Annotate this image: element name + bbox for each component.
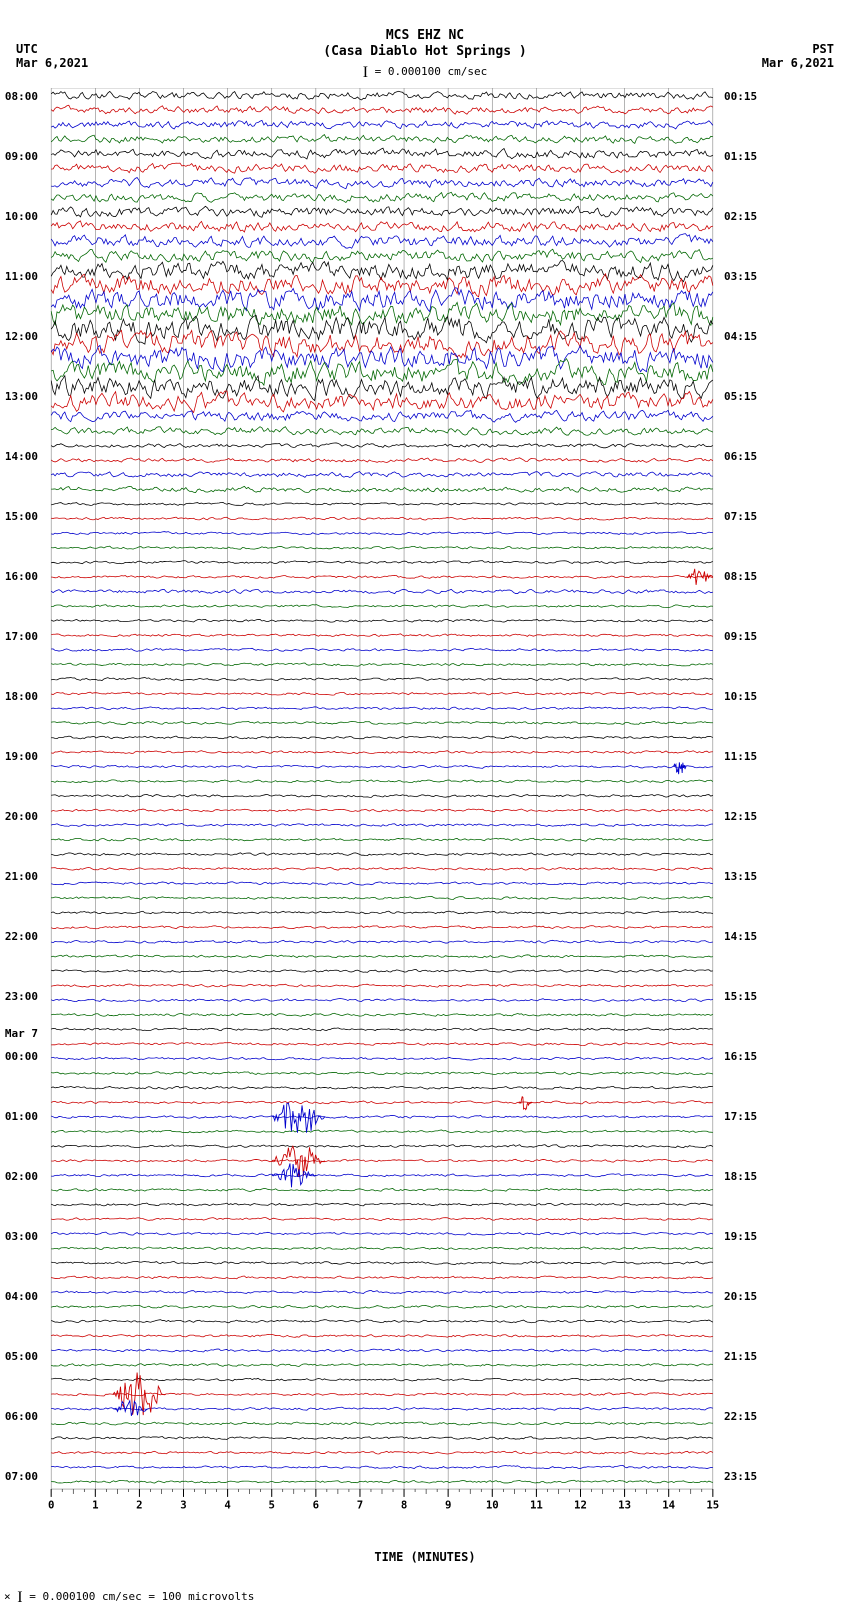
- left-hour-label: 09:00: [5, 150, 38, 163]
- left-hour-label: 20:00: [5, 810, 38, 823]
- left-hour-label: 03:00: [5, 1230, 38, 1243]
- left-hour-label: 12:00: [5, 330, 38, 343]
- left-hour-label: 06:00: [5, 1410, 38, 1423]
- right-hour-label: 03:15: [724, 270, 757, 283]
- right-hour-label: 22:15: [724, 1410, 757, 1423]
- left-hour-label: 11:00: [5, 270, 38, 283]
- footer-bar-icon: I: [17, 1589, 22, 1606]
- tz-left: UTC Mar 6,2021: [16, 42, 88, 70]
- right-hour-label: 09:15: [724, 630, 757, 643]
- seismogram-container: UTC Mar 6,2021 PST Mar 6,2021 MCS EHZ NC…: [0, 0, 850, 1613]
- scale-legend: I = 0.000100 cm/sec: [0, 62, 850, 80]
- scale-text: = 0.000100 cm/sec: [375, 65, 488, 78]
- x-axis-label: TIME (MINUTES): [0, 1550, 850, 1564]
- left-hour-label: 01:00: [5, 1110, 38, 1123]
- right-time-labels: 00:15 01:15 02:15 03:15 04:15 05:15 06:15 07:15…: [724, 88, 834, 1528]
- left-hour-label: 21:00: [5, 870, 38, 883]
- left-hour-label: 19:00: [5, 750, 38, 763]
- svg-text:4: 4: [224, 1499, 230, 1512]
- tz-right-label: PST: [762, 42, 834, 56]
- right-hour-label: 06:15: [724, 450, 757, 463]
- left-hour-label: 08:00: [5, 90, 38, 103]
- right-hour-label: 07:15: [724, 510, 757, 523]
- svg-text:10: 10: [486, 1499, 499, 1512]
- left-hour-label: 13:00: [5, 390, 38, 403]
- footer: × I = 0.000100 cm/sec = 100 microvolts: [4, 1587, 254, 1605]
- left-hour-label: 14:00: [5, 450, 38, 463]
- right-hour-label: 13:15: [724, 870, 757, 883]
- right-hour-label: 17:15: [724, 1110, 757, 1123]
- right-hour-label: 10:15: [724, 690, 757, 703]
- left-hour-label: Mar 7: [5, 1027, 38, 1040]
- svg-text:14: 14: [662, 1499, 675, 1512]
- svg-text:8: 8: [401, 1499, 407, 1512]
- left-hour-label: 07:00: [5, 1470, 38, 1483]
- tz-right: PST Mar 6,2021: [762, 42, 834, 70]
- right-hour-label: 08:15: [724, 570, 757, 583]
- right-hour-label: 21:15: [724, 1350, 757, 1363]
- helicorder-plot: 0123456789101112131415: [42, 88, 722, 1528]
- header: MCS EHZ NC (Casa Diablo Hot Springs ) I …: [0, 0, 850, 80]
- svg-text:11: 11: [530, 1499, 543, 1512]
- left-hour-label: 00:00: [5, 1050, 38, 1063]
- left-time-labels: 08:00 09:00 10:00 11:00 12:00 13:00 14:00 15:00…: [0, 88, 40, 1528]
- scale-bar-icon: I: [363, 64, 368, 81]
- left-hour-label: 23:00: [5, 990, 38, 1003]
- svg-text:2: 2: [136, 1499, 142, 1512]
- left-hour-label: 04:00: [5, 1290, 38, 1303]
- svg-text:15: 15: [706, 1499, 719, 1512]
- right-hour-label: 16:15: [724, 1050, 757, 1063]
- svg-text:5: 5: [269, 1499, 275, 1512]
- right-hour-label: 00:15: [724, 90, 757, 103]
- left-hour-label: 16:00: [5, 570, 38, 583]
- right-hour-label: 23:15: [724, 1470, 757, 1483]
- left-hour-label: 10:00: [5, 210, 38, 223]
- footer-text: = 0.000100 cm/sec = 100 microvolts: [29, 1590, 254, 1603]
- tz-left-label: UTC: [16, 42, 88, 56]
- station-code: MCS EHZ NC: [0, 28, 850, 44]
- svg-text:9: 9: [445, 1499, 451, 1512]
- svg-text:12: 12: [574, 1499, 587, 1512]
- station-location: (Casa Diablo Hot Springs ): [0, 44, 850, 60]
- right-hour-label: 05:15: [724, 390, 757, 403]
- svg-text:7: 7: [357, 1499, 363, 1512]
- svg-text:0: 0: [48, 1499, 54, 1512]
- tz-right-date: Mar 6,2021: [762, 56, 834, 70]
- svg-text:6: 6: [313, 1499, 319, 1512]
- right-hour-label: 02:15: [724, 210, 757, 223]
- right-hour-label: 20:15: [724, 1290, 757, 1303]
- right-hour-label: 19:15: [724, 1230, 757, 1243]
- left-hour-label: 05:00: [5, 1350, 38, 1363]
- right-hour-label: 14:15: [724, 930, 757, 943]
- svg-text:3: 3: [180, 1499, 186, 1512]
- svg-text:1: 1: [92, 1499, 98, 1512]
- right-hour-label: 15:15: [724, 990, 757, 1003]
- footer-prefix: ×: [4, 1590, 11, 1603]
- left-hour-label: 18:00: [5, 690, 38, 703]
- svg-text:13: 13: [618, 1499, 631, 1512]
- left-hour-label: 15:00: [5, 510, 38, 523]
- right-hour-label: 04:15: [724, 330, 757, 343]
- right-hour-label: 18:15: [724, 1170, 757, 1183]
- right-hour-label: 11:15: [724, 750, 757, 763]
- left-hour-label: 17:00: [5, 630, 38, 643]
- left-hour-label: 22:00: [5, 930, 38, 943]
- right-hour-label: 12:15: [724, 810, 757, 823]
- left-hour-label: 02:00: [5, 1170, 38, 1183]
- tz-left-date: Mar 6,2021: [16, 56, 88, 70]
- right-hour-label: 01:15: [724, 150, 757, 163]
